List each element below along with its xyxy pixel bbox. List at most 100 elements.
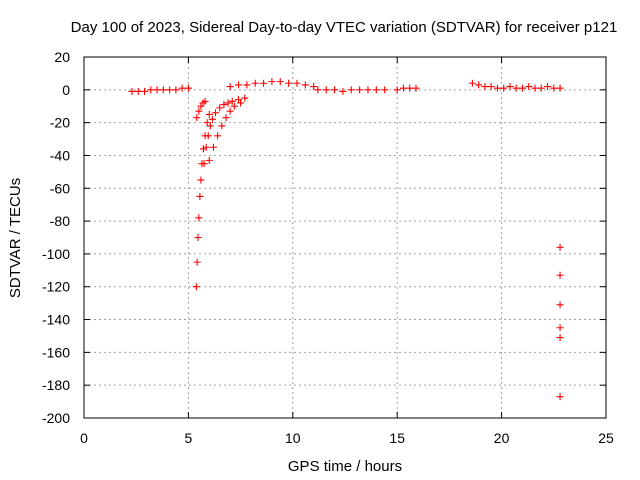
series-dip-shallow [193,97,209,122]
data-point [556,334,564,342]
data-point [226,83,234,91]
data-point [230,102,238,110]
series-flat-15 [393,84,420,94]
x-tick-label: 0 [80,430,88,446]
data-points [128,78,564,401]
data-point [192,283,200,291]
y-tick-label: -180 [42,377,70,393]
data-point [399,84,407,92]
data-point [204,132,212,140]
data-point [301,81,309,89]
x-tick-label: 20 [494,430,510,446]
data-point [268,78,276,86]
y-axis-title: SDTVAR / TECUs [7,178,24,298]
data-point [193,258,201,266]
plot-frame [83,56,607,419]
data-point [194,234,202,241]
x-tick-labels: 0 5 10 15 20 25 [80,430,614,446]
data-point [212,109,220,117]
data-point [243,81,251,89]
data-point [195,107,203,115]
y-tick-label: -60 [50,180,70,196]
data-point [347,86,355,94]
data-point [393,86,401,94]
data-point [218,122,226,130]
x-tick-label: 15 [389,430,405,446]
data-point [222,114,230,122]
data-point [184,84,192,92]
data-point [537,84,545,92]
data-point [468,79,476,87]
data-point [205,156,213,164]
data-point [134,87,142,95]
series-flat-early [128,84,192,95]
data-point [512,84,520,92]
data-point [331,86,339,94]
data-point [159,86,167,94]
data-point [339,87,347,95]
data-point [166,86,174,94]
data-point [203,119,211,127]
data-point [550,84,558,92]
data-point [260,79,268,87]
data-point [314,86,322,94]
series-flat-late [314,86,389,95]
data-point [356,86,364,94]
data-point [381,86,389,94]
data-point [226,107,234,115]
data-point [141,87,149,95]
data-point [220,101,228,109]
data-point [525,83,533,91]
data-point [208,115,216,123]
data-point [322,86,330,94]
chart-title: Day 100 of 2023, Sidereal Day-to-day VTE… [71,19,618,36]
y-tick-label: -20 [50,115,70,131]
y-tick-label: -40 [50,147,70,163]
data-point [518,84,526,92]
data-point [209,143,217,151]
data-point [128,87,136,95]
data-point [178,84,186,92]
data-point [216,104,224,112]
x-axis-title: GPS time / hours [288,458,402,475]
y-tick-label: -140 [42,312,70,328]
data-point [196,192,204,200]
data-point [200,160,208,168]
data-point [251,79,259,87]
data-point [237,99,245,107]
y-tick-labels: 20 0 -20 -40 -60 -80 -100 -120 -140 -160 -180 -200 [42,49,70,426]
data-point [205,110,213,118]
data-point [293,79,301,87]
data-point [487,83,495,91]
data-point [224,99,232,107]
data-point [406,84,414,92]
series-outliers [556,243,564,401]
data-point [500,84,508,92]
y-tick-label: 0 [62,82,70,98]
data-point [506,83,514,91]
data-point [556,243,564,251]
data-point [193,114,201,122]
data-point [556,393,564,401]
data-point [206,122,214,130]
series-flat-mid [226,78,318,91]
data-point [556,84,564,92]
data-point [276,78,284,86]
y-tick-label: 20 [54,49,70,65]
x-tick-label: 10 [285,430,301,446]
data-point [195,214,203,222]
data-point [372,86,380,94]
data-point [285,79,293,87]
data-point [172,86,180,94]
data-point [235,81,243,89]
data-point [556,324,564,332]
data-point [147,86,155,94]
data-point [241,94,249,102]
data-point [475,81,483,89]
series-dip-deep [192,110,213,291]
data-point [531,84,539,92]
y-tick-label: -160 [42,344,70,360]
data-point [153,86,161,94]
data-point [214,132,222,140]
